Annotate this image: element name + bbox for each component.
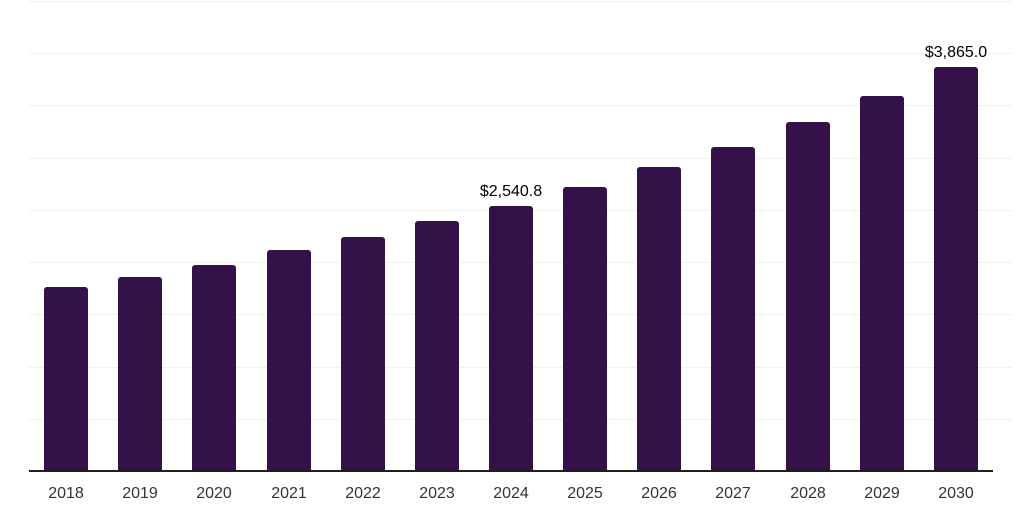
gridline (29, 1, 1012, 2)
x-axis-line (29, 470, 993, 472)
bar-2020 (192, 265, 236, 471)
x-tick-label-2027: 2027 (715, 485, 751, 502)
gridline (29, 105, 1012, 106)
gridline (29, 158, 1012, 159)
x-tick-label-2023: 2023 (419, 485, 455, 502)
x-tick-label-2022: 2022 (345, 485, 381, 502)
x-tick-label-2021: 2021 (271, 485, 307, 502)
x-tick-label-2019: 2019 (122, 485, 158, 502)
x-tick-label-2020: 2020 (196, 485, 232, 502)
x-tick-label-2029: 2029 (864, 485, 900, 502)
bar-2028 (786, 122, 830, 471)
bar-2021 (267, 250, 311, 471)
bar-2029 (860, 96, 904, 471)
x-tick-label-2026: 2026 (641, 485, 677, 502)
bar-2022 (341, 237, 385, 471)
x-tick-label-2018: 2018 (48, 485, 84, 502)
data-label-2024: $2,540.8 (479, 183, 543, 200)
gridline (29, 53, 1012, 54)
data-label-2030: $3,865.0 (924, 44, 988, 61)
x-tick-label-2030: 2030 (938, 485, 974, 502)
bar-2018 (44, 287, 88, 471)
x-tick-label-2025: 2025 (567, 485, 603, 502)
x-tick-label-2028: 2028 (790, 485, 826, 502)
bar-2023 (415, 221, 459, 471)
bar-2024 (489, 206, 533, 471)
bar-2025 (563, 187, 607, 471)
bar-2027 (711, 147, 755, 471)
bar-2019 (118, 277, 162, 471)
bar-2030 (934, 67, 978, 471)
x-tick-label-2024: 2024 (493, 485, 529, 502)
bar-2026 (637, 167, 681, 471)
